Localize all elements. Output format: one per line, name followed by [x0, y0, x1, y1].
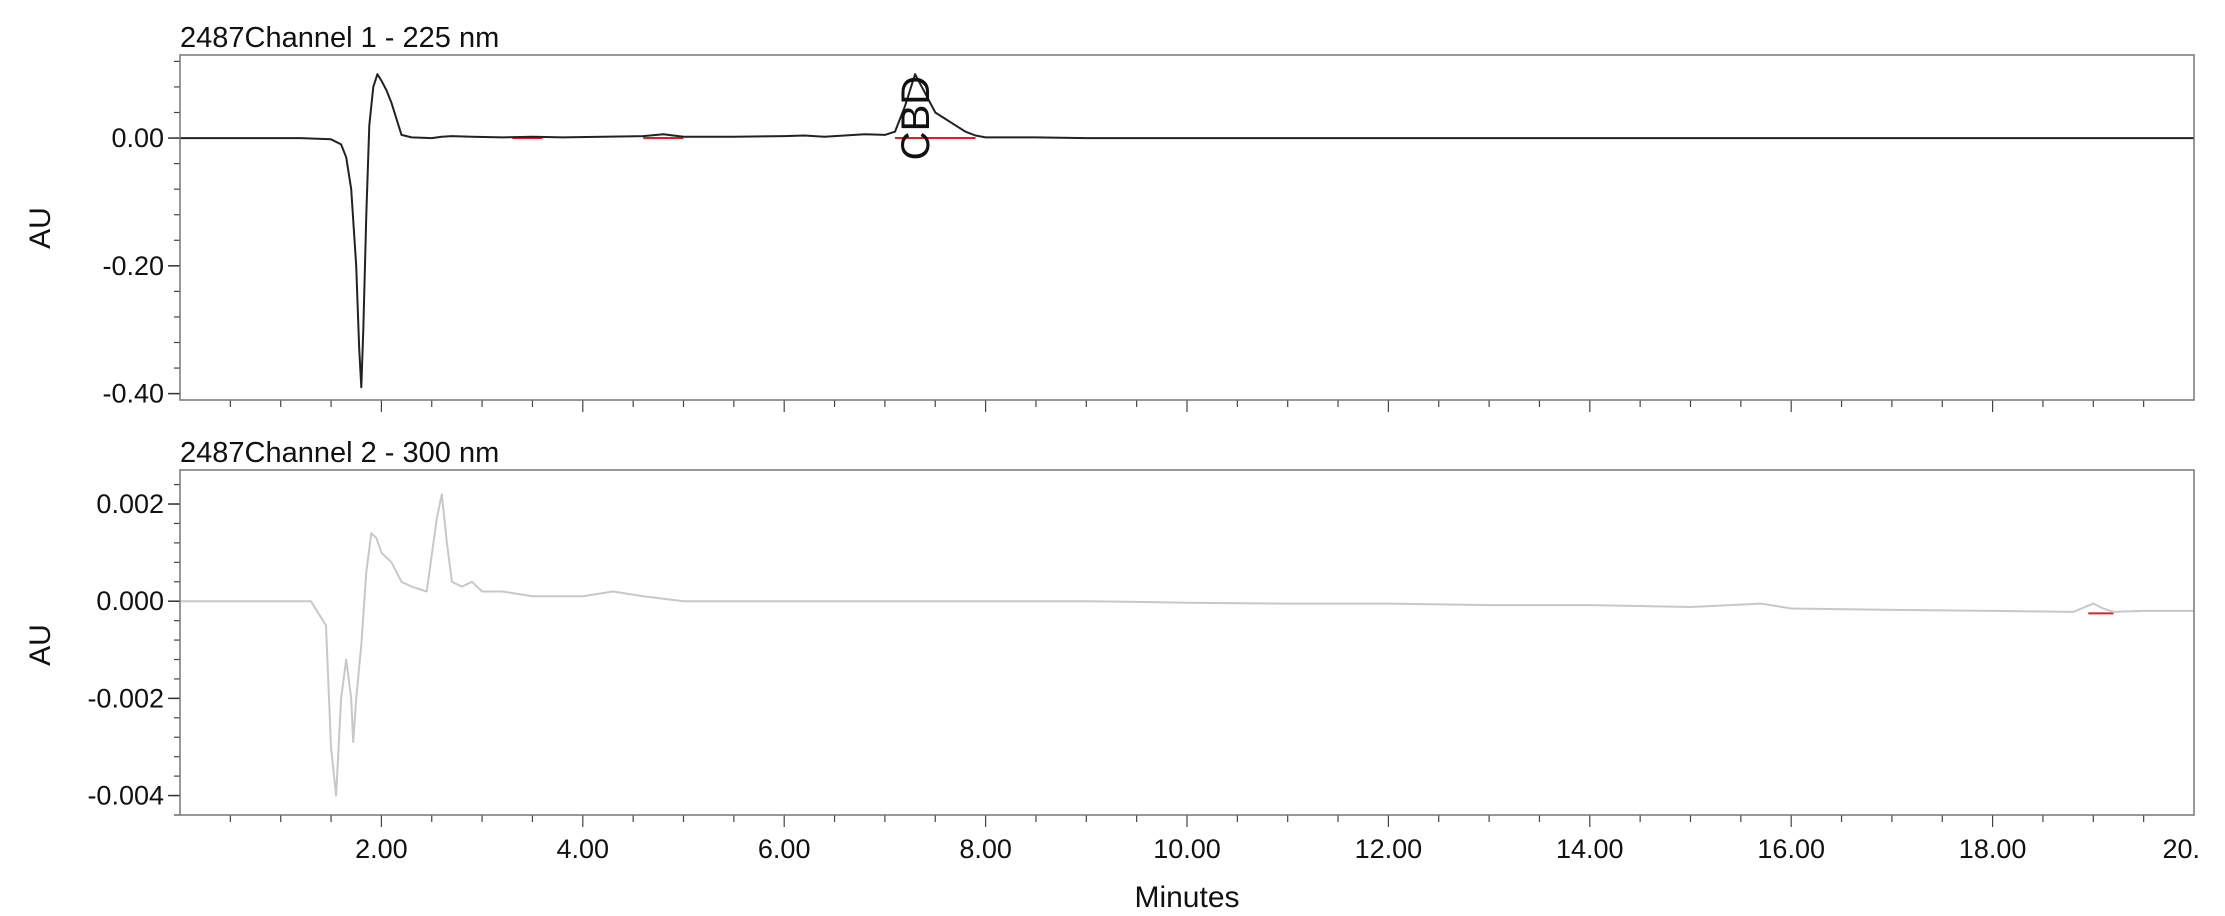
x-tick-label: 16.00: [1757, 834, 1825, 864]
x-axis-label: Minutes: [1134, 881, 1239, 914]
y-tick-label: -0.40: [102, 379, 164, 409]
x-tick-label: 18.00: [1959, 834, 2027, 864]
panel-1-x-axis: [229, 400, 2145, 412]
x-tick-label: 8.00: [959, 834, 1012, 864]
panel-1-trace: [180, 73, 2194, 389]
panel-1-peak-labels: CBD: [894, 76, 938, 160]
panel-1-title: 2487Channel 1 - 225 nm: [180, 22, 499, 54]
x-tick-label: 6.00: [758, 834, 811, 864]
x-tick-label: 2.00: [355, 834, 408, 864]
panel-1-y-axis-label: AU: [24, 207, 57, 249]
panel-channel-1: 2487Channel 1 - 225 nm AU 0.00 -0.20 -0.40…: [24, 22, 2195, 412]
panel-2-y-axis-label: AU: [24, 624, 57, 666]
x-tick-label: 14.00: [1556, 834, 1624, 864]
x-tick-label: 10.00: [1153, 834, 1221, 864]
x-tick-label: 4.00: [557, 834, 610, 864]
y-tick-label: 0.002: [96, 489, 164, 519]
y-tick-label: -0.002: [87, 683, 164, 713]
panel-2-trace: [180, 493, 2194, 797]
x-tick-label: 12.00: [1355, 834, 1423, 864]
panel-1-y-axis: 0.00 -0.20 -0.40: [102, 60, 180, 409]
panel-2-y-axis: 0.002 0.000 -0.002 -0.004: [87, 483, 180, 816]
panel-2-plot-frame: [179, 469, 2195, 816]
panel-2-title: 2487Channel 2 - 300 nm: [180, 437, 499, 469]
y-tick-label: -0.20: [102, 251, 164, 281]
y-tick-label: 0.000: [96, 586, 164, 616]
panel-1-plot-frame: [179, 54, 2195, 401]
peak-label: CBD: [894, 76, 938, 160]
y-tick-label: -0.004: [87, 781, 164, 811]
y-tick-label: 0.00: [111, 123, 164, 153]
x-tick-label: 20.: [2162, 834, 2200, 864]
panel-channel-2: 2487Channel 2 - 300 nm AU 0.002 0.000 -0.0…: [24, 437, 2200, 914]
panel-2-x-axis: 2.00 4.00 6.00 8.00 10.00 12.00 14.00 16.00 18.0…: [229, 815, 2200, 864]
